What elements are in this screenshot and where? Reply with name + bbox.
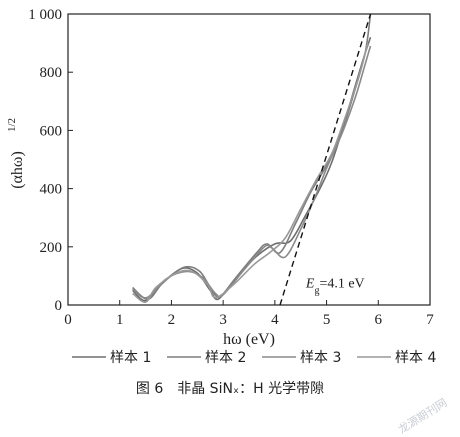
series-line-4 xyxy=(132,42,369,303)
x-axis-label: hω (eV) xyxy=(223,331,275,348)
y-tick-label: 1 000 xyxy=(28,7,62,23)
fit-line xyxy=(279,13,372,306)
x-tick-label: 4 xyxy=(271,312,279,328)
x-tick-label: 7 xyxy=(426,312,434,328)
x-tick-label: 5 xyxy=(323,312,331,328)
y-tick-label: 800 xyxy=(40,65,63,81)
x-tick-label: 0 xyxy=(64,312,72,328)
figure-caption: 图 6 非晶 SiNₓ：H 光学带隙 xyxy=(135,381,325,397)
legend-label-4: 样本 4 xyxy=(395,350,436,366)
y-axis-label: (αhω) xyxy=(9,151,26,189)
y-tick-label: 400 xyxy=(40,182,63,198)
plot-frame xyxy=(67,13,431,306)
series-layer xyxy=(132,13,372,306)
series-line-2 xyxy=(132,13,372,301)
x-tick-label: 3 xyxy=(219,312,227,328)
legend: 样本 1 样本 2 样本 3 样本 4 xyxy=(72,350,436,366)
y-tick-label: 200 xyxy=(40,240,63,256)
series-line-3 xyxy=(132,45,372,299)
x-axis: 0 1 2 3 4 5 6 7 xyxy=(64,300,434,328)
x-tick-label: 1 xyxy=(116,312,124,328)
plot-area xyxy=(67,13,431,306)
bandgap-annotation: Eg=4.1 eV xyxy=(305,277,365,297)
y-tick-label: 0 xyxy=(55,298,63,314)
y-tick-label: 600 xyxy=(40,123,63,139)
x-tick-label: 6 xyxy=(375,312,383,328)
y-axis: 0 200 400 600 800 1 000 xyxy=(28,7,73,314)
x-tick-label: 2 xyxy=(168,312,176,328)
chart-figure: 0 200 400 600 800 1 000 0 1 2 3 4 5 6 7 (αhω) 1/2 hω… xyxy=(6,7,436,366)
legend-label-3: 样本 3 xyxy=(300,350,341,366)
legend-label-1: 样本 1 xyxy=(110,350,151,366)
legend-label-2: 样本 2 xyxy=(205,350,246,366)
y-axis-label-exponent: 1/2 xyxy=(6,118,18,132)
